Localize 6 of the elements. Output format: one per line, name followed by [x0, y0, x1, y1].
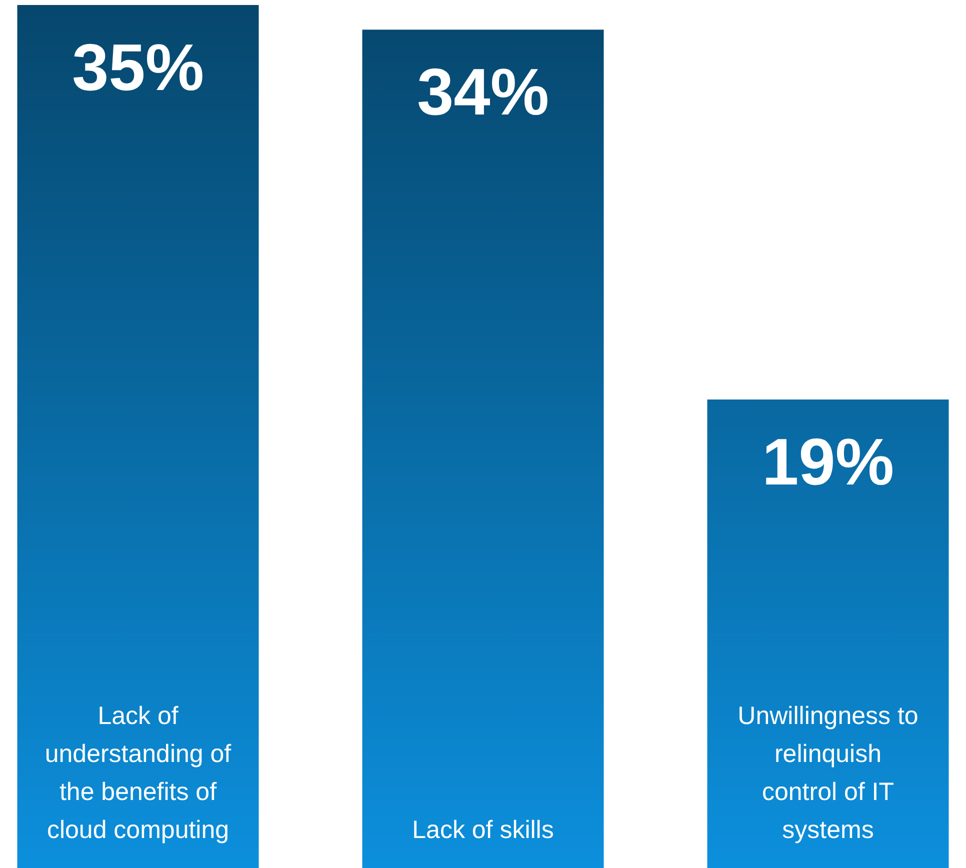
data-label: 19%	[762, 424, 894, 499]
x-tick-label: Lack of skills	[412, 816, 554, 844]
x-tick-label: Lack of understanding of the benefits of cloud computing	[44, 702, 232, 844]
data-label: 34%	[416, 54, 550, 129]
data-label: 35%	[72, 30, 204, 104]
x-tick-label: Unwillingness to relinquish control of IT systems	[738, 702, 918, 844]
